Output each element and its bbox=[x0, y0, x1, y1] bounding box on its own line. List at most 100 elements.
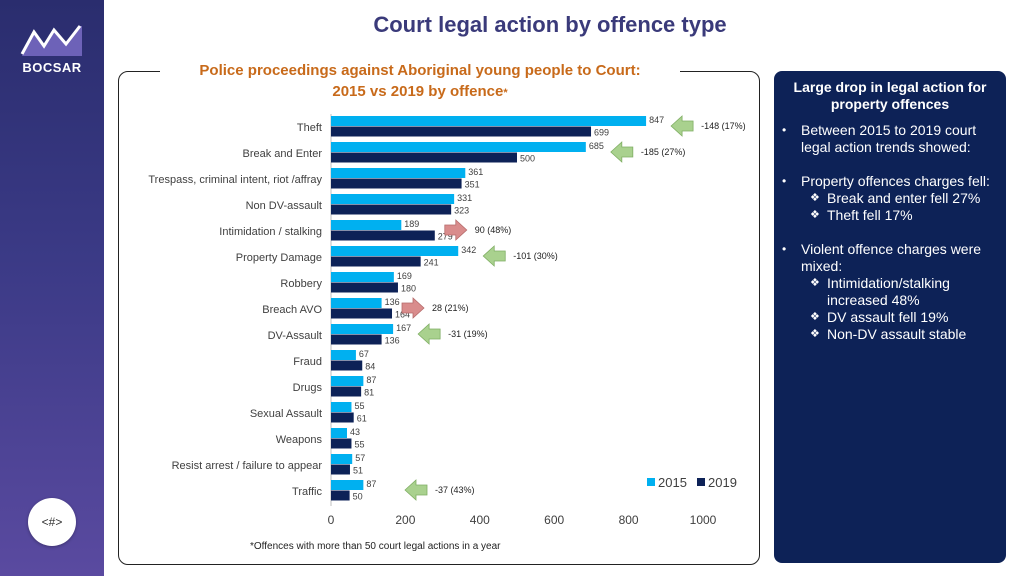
x-tick-label: 600 bbox=[544, 513, 564, 527]
chart-footnote: *Offences with more than 50 court legal … bbox=[250, 541, 501, 552]
bar-2015 bbox=[331, 350, 356, 360]
bar-2019 bbox=[331, 464, 350, 475]
data-label-2015: 87 bbox=[366, 479, 376, 489]
summary-panel: Large drop in legal action for property … bbox=[774, 71, 1006, 563]
category-label: Breach AVO bbox=[262, 304, 322, 316]
chart-subtitle: Police proceedings against Aboriginal yo… bbox=[160, 60, 680, 104]
category-label: Property Damage bbox=[236, 252, 322, 264]
data-label-2019: 699 bbox=[594, 128, 609, 138]
diamond-bullet-icon: ❖ bbox=[810, 311, 820, 323]
data-label-2015: 169 bbox=[397, 271, 412, 281]
bar-2019 bbox=[331, 386, 362, 397]
data-label-2019: 84 bbox=[365, 362, 375, 372]
bar-2015 bbox=[331, 116, 647, 126]
data-label-2019: 279 bbox=[438, 232, 453, 242]
legend-swatch-2015 bbox=[647, 478, 655, 486]
bar-2019 bbox=[331, 126, 592, 137]
data-label-2019: 180 bbox=[401, 284, 416, 294]
bullet-text: Property offences charges fell: bbox=[801, 173, 990, 189]
category-label: Sexual Assault bbox=[250, 408, 322, 420]
diamond-bullet-icon: ❖ bbox=[810, 192, 820, 204]
brand-sidebar: BOCSAR <#> bbox=[0, 0, 104, 576]
data-label-2015: 67 bbox=[359, 349, 369, 359]
x-tick-label: 1000 bbox=[690, 513, 717, 527]
x-tick-label: 0 bbox=[328, 513, 335, 527]
data-label-2015: 87 bbox=[366, 375, 376, 385]
bar-2015 bbox=[331, 298, 382, 308]
diamond-bullet-icon: ❖ bbox=[810, 209, 820, 221]
change-annotation: 90 (48%) bbox=[475, 225, 512, 235]
x-tick-label: 400 bbox=[470, 513, 490, 527]
data-label-2015: 685 bbox=[589, 141, 604, 151]
data-label-2015: 342 bbox=[461, 245, 476, 255]
bar-2015 bbox=[331, 376, 364, 386]
data-label-2019: 50 bbox=[353, 492, 363, 502]
chart-subtitle-line1: Police proceedings against Aboriginal yo… bbox=[199, 62, 641, 79]
arrow-down-icon bbox=[482, 245, 506, 267]
bar-2019 bbox=[331, 308, 393, 319]
data-label-2015: 847 bbox=[649, 115, 664, 125]
bar-2015 bbox=[331, 428, 347, 438]
diamond-bullet-icon: ❖ bbox=[810, 277, 820, 289]
legend-swatch-2019 bbox=[697, 478, 705, 486]
sub-bullet-text: Intimidation/stalking increased 48% bbox=[827, 275, 950, 308]
footnote-marker: * bbox=[503, 87, 508, 99]
sub-bullet-text: Theft fell 17% bbox=[827, 207, 913, 223]
category-label: Non DV-assault bbox=[246, 200, 322, 212]
bullet-text: Violent offence charges were mixed: bbox=[801, 241, 982, 274]
change-annotation: -31 (19%) bbox=[448, 329, 488, 339]
change-annotation: 28 (21%) bbox=[432, 303, 469, 313]
arrow-up-icon bbox=[444, 219, 468, 241]
bar-2019 bbox=[331, 282, 398, 293]
brand-name: BOCSAR bbox=[22, 60, 82, 75]
bar-2015 bbox=[331, 168, 466, 178]
bar-2015 bbox=[331, 194, 455, 204]
data-label-2019: 164 bbox=[395, 310, 410, 320]
data-label-2015: 189 bbox=[404, 219, 419, 229]
category-label: Weapons bbox=[276, 434, 323, 446]
page-title: Court legal action by offence type bbox=[373, 12, 727, 37]
arrow-down-icon bbox=[670, 115, 694, 137]
data-label-2019: 500 bbox=[520, 154, 535, 164]
bar-2019 bbox=[331, 360, 363, 371]
bullet-icon: • bbox=[782, 174, 787, 188]
arrow-down-icon bbox=[610, 141, 634, 163]
sub-bullet-text: Non-DV assault stable bbox=[827, 326, 967, 342]
category-label: Trespass, criminal intent, riot /affray bbox=[148, 174, 322, 186]
data-label-2015: 331 bbox=[457, 193, 472, 203]
chart-subtitle-text: 2015 vs 2019 by offence bbox=[332, 83, 504, 100]
bar-2015 bbox=[331, 246, 459, 256]
change-annotation: -185 (27%) bbox=[641, 147, 686, 157]
data-label-2015: 136 bbox=[385, 297, 400, 307]
data-label-2019: 351 bbox=[465, 180, 480, 190]
arrow-down-icon bbox=[417, 323, 441, 345]
bocsar-logo-icon bbox=[20, 25, 82, 56]
x-tick-label: 800 bbox=[619, 513, 639, 527]
sub-bullet-text: Break and enter fell 27% bbox=[827, 190, 981, 206]
category-label: Intimidation / stalking bbox=[219, 226, 322, 238]
bullet-icon: • bbox=[782, 242, 787, 256]
bar-2019 bbox=[331, 204, 452, 215]
bar-2019 bbox=[331, 230, 435, 241]
data-label-2015: 167 bbox=[396, 323, 411, 333]
sub-bullet-text: DV assault fell 19% bbox=[827, 309, 949, 325]
data-label-2019: 323 bbox=[454, 206, 469, 216]
data-label-2015: 55 bbox=[354, 401, 364, 411]
data-label-2015: 57 bbox=[355, 453, 365, 463]
data-label-2015: 361 bbox=[468, 167, 483, 177]
bar-2015 bbox=[331, 324, 394, 334]
bar-2019 bbox=[331, 438, 352, 449]
category-label: DV-Assault bbox=[268, 330, 322, 342]
data-label-2019: 241 bbox=[424, 258, 439, 268]
data-label-2019: 81 bbox=[364, 388, 374, 398]
change-annotation: -101 (30%) bbox=[513, 251, 558, 261]
arrow-up-icon bbox=[401, 297, 425, 319]
chart-subtitle-line2: 2015 vs 2019 by offence* bbox=[160, 81, 680, 104]
change-annotation: -37 (43%) bbox=[435, 485, 475, 495]
category-label: Theft bbox=[297, 122, 322, 134]
page-number-badge: <#> bbox=[28, 498, 76, 546]
category-label: Fraud bbox=[293, 356, 322, 368]
bar-2015 bbox=[331, 454, 353, 464]
